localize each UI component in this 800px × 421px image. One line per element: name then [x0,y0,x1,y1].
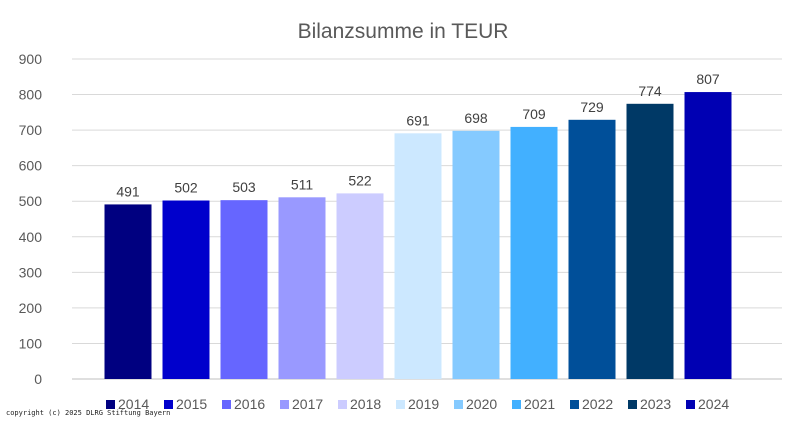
legend-swatch [512,400,521,409]
bar [684,92,732,380]
y-tick-label: 800 [19,87,43,103]
legend-swatch [396,400,405,409]
bar [104,204,152,379]
copyright-watermark: copyright (c) 2025 DLRG Stiftung Bayern [6,409,171,417]
y-tick-label: 200 [19,300,43,316]
legend-swatch [686,400,695,409]
data-label: 698 [464,110,488,126]
legend-swatch [222,400,231,409]
data-label: 729 [580,99,604,115]
legend-swatch [570,400,579,409]
legend-swatch [106,400,115,409]
y-tick-label: 900 [19,51,43,67]
y-tick-label: 500 [19,193,43,209]
legend-label: 2014 [118,396,149,412]
legend-label: 2022 [582,396,613,412]
legend-label: 2017 [292,396,323,412]
bar [220,200,268,379]
bar [626,103,674,380]
legend-label: 2016 [234,396,265,412]
data-label: 502 [174,180,198,196]
y-tick-label: 600 [19,158,43,174]
data-label: 807 [696,71,720,87]
bar [452,130,500,379]
data-label: 522 [348,172,372,188]
chart-title: Bilanzsumme in TEUR [298,20,509,43]
y-tick-label: 400 [19,229,43,245]
legend-swatch [280,400,289,409]
data-label: 709 [522,106,546,122]
y-tick-label: 100 [19,335,43,351]
bar [162,200,210,379]
legend-label: 2020 [466,396,497,412]
y-tick-label: 0 [34,371,42,387]
data-label: 511 [291,176,314,192]
data-label: 491 [116,183,140,199]
bar [394,133,442,379]
legend-label: 2015 [176,396,207,412]
legend-swatch [628,400,637,409]
y-tick-label: 300 [19,264,43,280]
legend-swatch [454,400,463,409]
data-label: 774 [638,83,662,99]
legend-label: 2024 [698,396,729,412]
legend-label: 2021 [524,396,555,412]
legend-swatch [164,400,173,409]
y-tick-label: 700 [19,122,43,138]
legend-label: 2023 [640,396,671,412]
legend-label: 2019 [408,396,439,412]
bar [568,119,616,380]
legend-label: 2018 [350,396,381,412]
bar [336,193,384,379]
data-label: 503 [232,179,256,195]
bar [510,126,558,380]
data-label: 691 [406,112,430,128]
legend-swatch [338,400,347,409]
bar [278,197,326,379]
